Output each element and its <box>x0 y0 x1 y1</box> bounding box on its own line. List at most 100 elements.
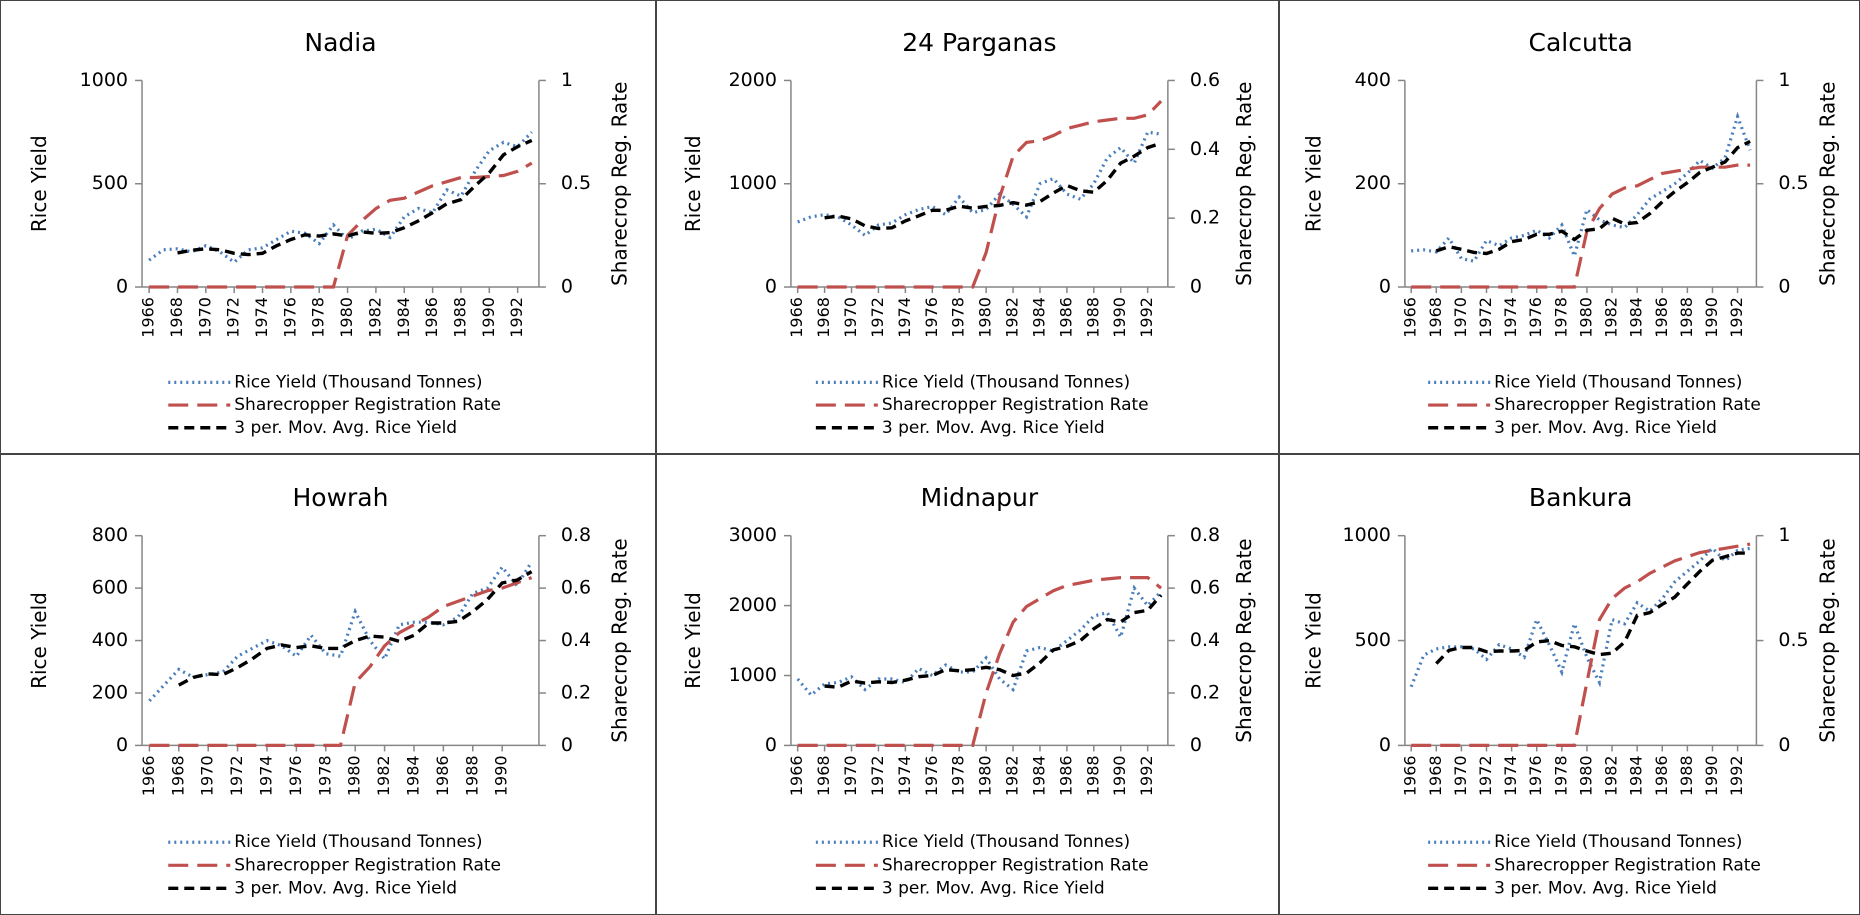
legend-label: 3 per. Mov. Avg. Rice Yield <box>882 878 1105 898</box>
x-tick-label: 1970 <box>1451 297 1470 338</box>
x-tick-label: 1970 <box>841 755 860 796</box>
y2-tick-label: 0.4 <box>1190 138 1220 160</box>
series-line <box>797 99 1163 289</box>
x-tick-label: 1966 <box>139 755 158 796</box>
x-tick-label: 1972 <box>868 297 887 338</box>
x-tick-label: 1968 <box>1426 755 1445 796</box>
x-tick-label: 1990 <box>1702 755 1721 796</box>
x-tick-label: 1974 <box>1501 297 1520 338</box>
x-tick-label: 1988 <box>1677 755 1696 796</box>
y2-tick-label: 0.5 <box>1778 629 1808 651</box>
x-tick-label: 1978 <box>949 755 968 796</box>
chart: Nadia 0 500 1000 0 0.5 1 1966 1968 1970 1972 1974 19… <box>27 28 632 438</box>
series-line <box>824 141 1162 231</box>
legend-label: 3 per. Mov. Avg. Rice Yield <box>234 878 457 898</box>
legend-label: Rice Yield (Thousand Tonnes) <box>1494 372 1742 392</box>
x-tick-label: 1968 <box>167 297 186 338</box>
series-line <box>1435 551 1751 665</box>
chart-title: Bankura <box>1529 483 1632 512</box>
y-tick-label: 800 <box>92 524 128 546</box>
x-tick-label: 1990 <box>1110 297 1129 338</box>
y2-tick-label: 1 <box>1778 69 1790 91</box>
y2-axis-label: Sharecrop Reg. Rate <box>1232 538 1256 742</box>
y-tick-label: 600 <box>92 577 128 599</box>
y2-tick-label: 0.6 <box>561 577 591 599</box>
chart-title: Midnapur <box>921 483 1039 512</box>
x-tick-label: 1982 <box>1602 297 1621 338</box>
y-axis-label: Rice Yield <box>1301 135 1325 232</box>
y2-tick-label: 0.2 <box>561 681 591 703</box>
chart-title: Calcutta <box>1529 28 1633 57</box>
series-line <box>824 593 1163 689</box>
legend-label: Sharecropper Registration Rate <box>234 855 501 875</box>
x-tick-label: 1984 <box>1627 297 1646 338</box>
y-tick-label: 400 <box>92 629 128 651</box>
chart-title: Nadia <box>304 28 376 57</box>
y2-tick-label: 0.6 <box>1190 69 1220 91</box>
y2-tick-label: 0.2 <box>1190 681 1220 703</box>
x-tick-label: 1984 <box>394 297 413 338</box>
y-tick-label: 200 <box>92 681 128 703</box>
x-tick-label: 1976 <box>1526 297 1545 338</box>
y-tick-label: 500 <box>1355 629 1391 651</box>
x-tick-label: 1990 <box>1702 297 1721 338</box>
chart: Bankura 0 500 1000 0 0.5 1 1966 1968 1970 1972 1974… <box>1301 483 1839 899</box>
x-tick-label: 1982 <box>1003 297 1022 338</box>
x-tick-label: 1982 <box>365 297 384 338</box>
legend-label: Sharecropper Registration Rate <box>234 395 501 415</box>
x-tick-label: 1988 <box>450 297 469 338</box>
y-axis-label: Rice Yield <box>27 135 51 232</box>
x-tick-label: 1980 <box>1576 297 1595 338</box>
y-tick-label: 1000 <box>1343 524 1391 546</box>
y2-tick-label: 0 <box>1190 734 1202 756</box>
x-tick-label: 1976 <box>280 297 299 338</box>
y-tick-label: 1000 <box>729 172 777 194</box>
legend-label: 3 per. Mov. Avg. Rice Yield <box>882 418 1105 438</box>
x-tick-label: 1980 <box>976 755 995 796</box>
y-tick-label: 0 <box>765 734 777 756</box>
x-tick-label: 1972 <box>227 755 246 796</box>
x-tick-label: 1986 <box>1056 297 1075 338</box>
y2-tick-label: 0 <box>1190 276 1202 298</box>
series-line <box>177 138 533 257</box>
x-tick-label: 1986 <box>422 297 441 338</box>
x-tick-label: 1974 <box>895 297 914 338</box>
series-line <box>148 130 533 265</box>
y-tick-label: 0 <box>1379 276 1391 298</box>
y2-tick-label: 0.6 <box>1190 577 1220 599</box>
x-tick-label: 1976 <box>922 297 941 338</box>
x-tick-label: 1972 <box>868 755 887 796</box>
x-tick-label: 1980 <box>345 755 364 796</box>
y2-tick-label: 0.2 <box>1190 207 1220 229</box>
x-tick-label: 1968 <box>168 755 187 796</box>
y-tick-label: 0 <box>116 734 128 756</box>
y2-tick-label: 0.8 <box>561 524 591 546</box>
x-tick-label: 1974 <box>252 297 271 338</box>
y-tick-label: 200 <box>1355 172 1391 194</box>
x-tick-label: 1984 <box>1627 755 1646 796</box>
legend-label: 3 per. Mov. Avg. Rice Yield <box>234 418 457 438</box>
x-tick-label: 1968 <box>814 297 833 338</box>
x-tick-label: 1984 <box>1029 297 1048 338</box>
x-tick-label: 1980 <box>1576 755 1595 796</box>
series-line <box>1435 139 1751 256</box>
x-tick-label: 1986 <box>1056 755 1075 796</box>
legend-label: Sharecropper Registration Rate <box>1494 855 1761 875</box>
x-tick-label: 1986 <box>433 755 452 796</box>
chart: Howrah 0 200 400 600 800 0 0.2 0.4 0.6 0.8 1966 1968… <box>27 483 632 899</box>
x-tick-label: 1966 <box>787 755 806 796</box>
x-tick-label: 1966 <box>139 297 158 338</box>
series-line <box>796 584 1163 698</box>
legend-label: Sharecropper Registration Rate <box>882 855 1149 875</box>
x-tick-label: 1976 <box>1526 755 1545 796</box>
x-tick-label: 1976 <box>922 755 941 796</box>
x-tick-label: 1970 <box>1451 755 1470 796</box>
legend-label: Sharecropper Registration Rate <box>882 395 1149 415</box>
x-tick-label: 1990 <box>479 297 498 338</box>
x-tick-label: 1980 <box>976 297 995 338</box>
x-tick-label: 1978 <box>315 755 334 796</box>
x-tick-label: 1990 <box>492 755 511 796</box>
x-tick-label: 1988 <box>462 755 481 796</box>
legend-label: Rice Yield (Thousand Tonnes) <box>882 372 1130 392</box>
